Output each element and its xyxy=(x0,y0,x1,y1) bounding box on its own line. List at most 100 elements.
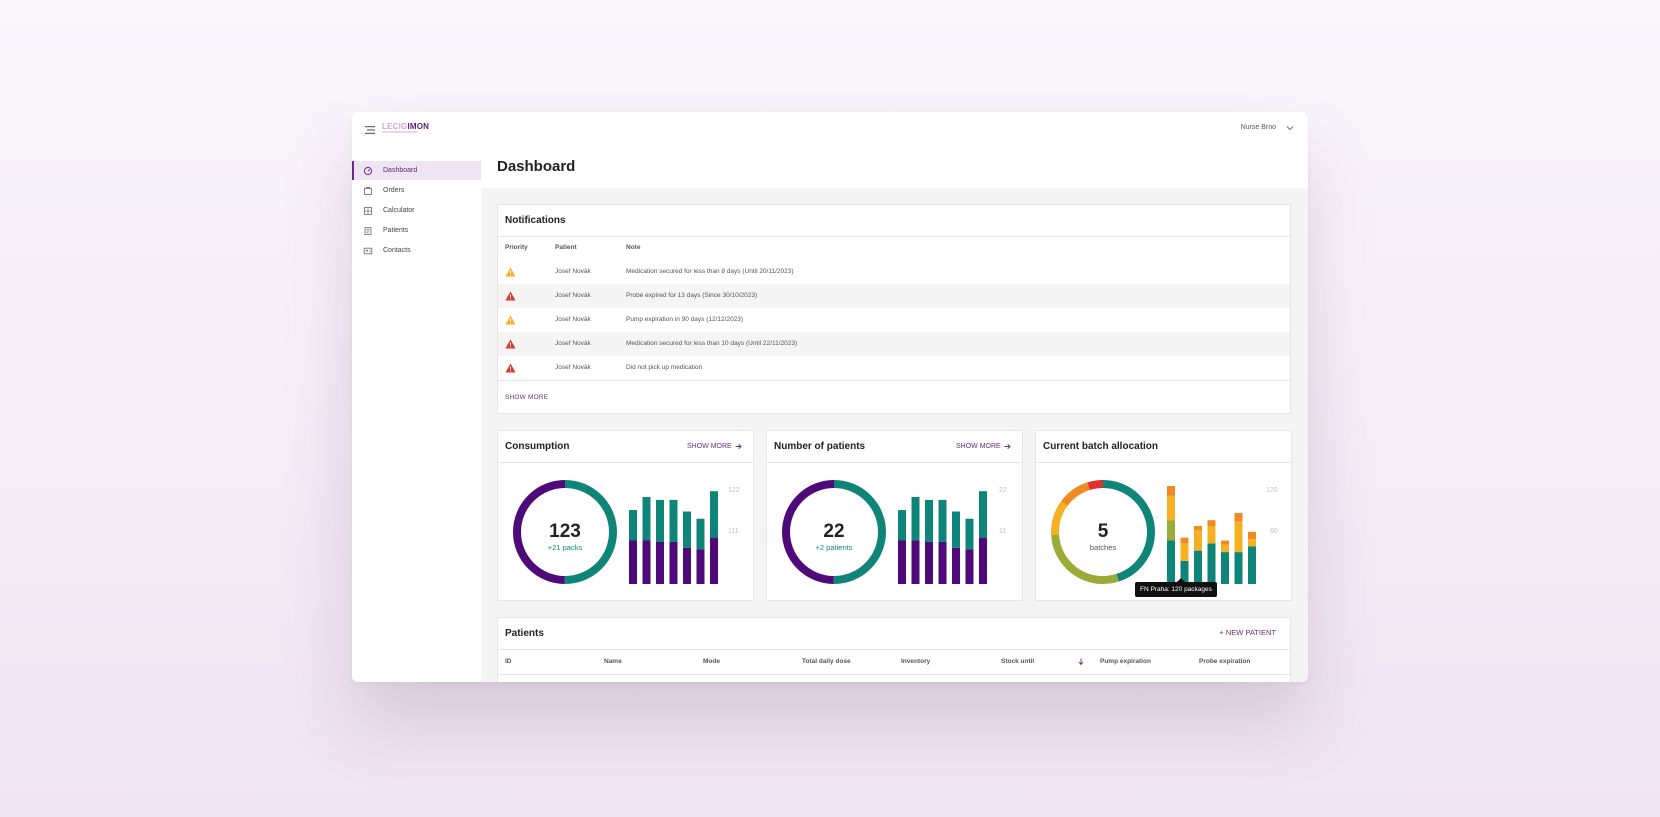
bar-purple[interactable] xyxy=(979,537,987,584)
donut-segment-amber[interactable] xyxy=(1051,480,1155,584)
bar-teal[interactable] xyxy=(965,518,974,550)
bar-orange[interactable] xyxy=(1180,537,1189,544)
bar-purple[interactable] xyxy=(642,540,651,585)
patients-count-title: Number of patients xyxy=(774,441,866,452)
user-menu[interactable]: Nurse Brno xyxy=(1240,124,1276,131)
alert-icon xyxy=(505,339,516,349)
sort-desc-icon[interactable] xyxy=(1078,658,1084,666)
bar-teal[interactable] xyxy=(1234,552,1243,584)
bar-teal[interactable] xyxy=(1180,560,1189,584)
bar-orange[interactable] xyxy=(1221,540,1229,545)
bar-purple[interactable] xyxy=(938,541,947,584)
column-header-priority[interactable]: Priority xyxy=(505,244,528,251)
bar-purple[interactable] xyxy=(683,547,691,584)
table-row[interactable]: Josef Novák Probe expired for 13 days (S… xyxy=(498,284,1290,308)
table-row[interactable]: Josef Novák Pump expiration in 90 days (… xyxy=(498,308,1290,332)
donut-segment-red[interactable] xyxy=(1051,480,1155,584)
bar-teal[interactable] xyxy=(1248,546,1256,584)
bar-orange[interactable] xyxy=(1194,526,1202,531)
bar-teal[interactable] xyxy=(1167,540,1175,585)
bar-orange[interactable] xyxy=(1207,520,1216,526)
bar-purple[interactable] xyxy=(669,541,678,584)
table-row[interactable]: Josef Novák Did not pick up medication xyxy=(498,356,1290,380)
bar-purple[interactable] xyxy=(952,547,960,584)
chevron-down-icon[interactable] xyxy=(1284,122,1296,134)
bar-purple[interactable] xyxy=(911,540,920,585)
donut-segment-purple[interactable] xyxy=(513,480,617,584)
bar-purple[interactable] xyxy=(696,549,705,584)
column-header-id[interactable]: ID xyxy=(505,658,512,665)
donut-segment-olive[interactable] xyxy=(1051,480,1155,584)
sidebar-item-label: Calculator xyxy=(383,207,415,214)
bar-teal[interactable] xyxy=(710,491,718,538)
new-patient-button[interactable]: + NEW PATIENT xyxy=(1219,628,1276,637)
donut-segment-purple[interactable] xyxy=(782,480,886,584)
patients-count-donut xyxy=(782,480,886,584)
bar-teal[interactable] xyxy=(1194,550,1202,584)
bar-orange[interactable] xyxy=(1248,531,1256,540)
column-header-note[interactable]: Note xyxy=(626,244,641,251)
menu-icon[interactable] xyxy=(362,122,378,138)
consumption-show-more-link[interactable]: SHOW MORE xyxy=(687,443,742,450)
bar-teal[interactable] xyxy=(683,511,691,548)
chart-tooltip: FN Praha: 120 packages xyxy=(1135,578,1217,597)
bar-purple[interactable] xyxy=(710,537,718,584)
divider xyxy=(498,236,1290,237)
bar-amber[interactable] xyxy=(1234,521,1243,553)
bar-amber[interactable] xyxy=(1221,544,1229,553)
patient-name: Josef Novák xyxy=(555,268,591,275)
bar-amber[interactable] xyxy=(1248,539,1256,547)
bar-teal[interactable] xyxy=(642,497,651,541)
donut-segments xyxy=(1051,480,1155,584)
patients-icon xyxy=(364,226,372,235)
bar-amber[interactable] xyxy=(1207,526,1216,544)
bar-teal[interactable] xyxy=(629,510,637,541)
table-row[interactable]: Josef Novák Medication secured for less … xyxy=(498,332,1290,356)
bar-orange[interactable] xyxy=(1167,486,1175,496)
bar-teal[interactable] xyxy=(1221,552,1229,584)
column-header-pump-expiration[interactable]: Pump expiration xyxy=(1100,658,1151,665)
bar-teal[interactable] xyxy=(938,499,947,542)
table-row[interactable]: Josef Novák Medication secured for less … xyxy=(498,260,1290,284)
consumption-delta: +21 packs xyxy=(547,543,583,552)
consumption-title: Consumption xyxy=(505,441,570,452)
bar-purple[interactable] xyxy=(898,540,906,585)
bar-teal[interactable] xyxy=(898,510,906,541)
bar-teal[interactable] xyxy=(952,511,960,548)
bar-purple[interactable] xyxy=(656,541,664,584)
y-tick-label: 120 xyxy=(1266,487,1278,494)
patients-card: Patients + NEW PATIENT ID Name Mode Tota… xyxy=(497,617,1291,682)
app-logo[interactable]: LECIGIMON xyxy=(382,122,430,131)
column-header-patient[interactable]: Patient xyxy=(555,244,577,251)
column-header-inventory[interactable]: Inventory xyxy=(901,658,931,665)
bar-olive[interactable] xyxy=(1167,520,1175,541)
sidebar-item-calculator[interactable]: Calculator xyxy=(352,201,481,220)
bar-purple[interactable] xyxy=(925,541,933,584)
column-header-stock-until[interactable]: Stock until xyxy=(1001,658,1035,665)
column-header-total-daily-dose[interactable]: Total daily dose xyxy=(802,658,851,665)
bar-teal[interactable] xyxy=(669,499,678,542)
patients-count-show-more-link[interactable]: SHOW MORE xyxy=(956,443,1011,450)
batch-allocation-bar-chart xyxy=(1167,486,1256,585)
bar-purple[interactable] xyxy=(965,549,974,584)
bar-teal[interactable] xyxy=(1207,543,1216,584)
column-header-mode[interactable]: Mode xyxy=(703,658,720,665)
bar-teal[interactable] xyxy=(656,499,664,542)
bar-teal[interactable] xyxy=(696,518,705,550)
bar-amber[interactable] xyxy=(1180,543,1189,561)
sidebar-item-orders[interactable]: Orders xyxy=(352,181,481,200)
sidebar-item-patients[interactable]: Patients xyxy=(352,221,481,240)
bar-purple[interactable] xyxy=(629,540,637,585)
bar-amber[interactable] xyxy=(1167,495,1175,521)
bar-amber[interactable] xyxy=(1194,530,1202,551)
notifications-show-more-link[interactable]: SHOW MORE xyxy=(505,394,549,401)
sidebar-item-contacts[interactable]: Contacts xyxy=(352,241,481,260)
bar-teal[interactable] xyxy=(979,491,987,538)
bar-teal[interactable] xyxy=(911,497,920,541)
bar-teal[interactable] xyxy=(925,499,933,542)
column-header-probe-expiration[interactable]: Probe expiration xyxy=(1199,658,1251,665)
column-header-name[interactable]: Name xyxy=(604,658,622,665)
notification-note: Medication secured for less than 8 days … xyxy=(626,268,794,275)
bar-orange[interactable] xyxy=(1234,512,1243,522)
sidebar-item-dashboard[interactable]: Dashboard xyxy=(352,161,481,180)
